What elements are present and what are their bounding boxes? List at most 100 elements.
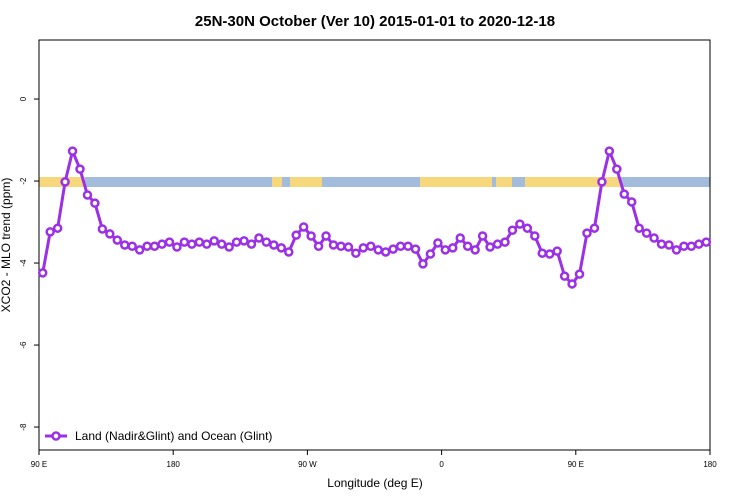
data-point bbox=[701, 237, 712, 247]
data-point bbox=[351, 248, 361, 258]
data-point bbox=[187, 239, 197, 249]
x-axis-label: Longitude (deg E) bbox=[327, 476, 422, 490]
x-tick-label: 90 E bbox=[31, 460, 47, 469]
data-point bbox=[119, 240, 130, 250]
x-tick-label: 0 bbox=[439, 460, 444, 469]
data-point bbox=[507, 225, 518, 235]
y-tick-label: -8 bbox=[19, 423, 28, 431]
data-point bbox=[671, 245, 682, 255]
data-point bbox=[194, 237, 205, 247]
data-point bbox=[112, 235, 123, 245]
data-point bbox=[142, 241, 152, 251]
data-point bbox=[75, 164, 85, 174]
y-tick-label: -4 bbox=[19, 259, 28, 267]
data-point bbox=[45, 227, 55, 237]
data-point bbox=[686, 241, 697, 251]
data-point bbox=[366, 241, 376, 251]
data-point bbox=[97, 224, 108, 234]
data-point bbox=[574, 269, 585, 279]
y-tick-label: -2 bbox=[19, 177, 28, 185]
x-tick-label: 90 W bbox=[298, 460, 317, 469]
data-point bbox=[261, 237, 272, 247]
data-point bbox=[254, 233, 264, 243]
data-point bbox=[582, 228, 592, 238]
data-point bbox=[157, 239, 167, 249]
data-point bbox=[298, 222, 309, 232]
data-point bbox=[321, 231, 331, 241]
data-point bbox=[470, 245, 480, 255]
chart-title: 25N-30N October (Ver 10) 2015-01-01 to 2… bbox=[195, 13, 555, 30]
data-point bbox=[589, 223, 600, 233]
data-point bbox=[224, 242, 234, 252]
data-point bbox=[634, 223, 644, 233]
series-line bbox=[41, 146, 707, 287]
y-tick-label: -6 bbox=[19, 341, 28, 349]
data-point bbox=[37, 268, 48, 278]
data-point bbox=[127, 241, 137, 251]
y-tick-label: 0 bbox=[19, 96, 28, 101]
data-point bbox=[164, 237, 175, 247]
data-point bbox=[269, 240, 279, 250]
data-point bbox=[462, 241, 473, 251]
data-point bbox=[522, 223, 533, 233]
data-point bbox=[105, 229, 115, 239]
data-point bbox=[380, 247, 391, 257]
data-point bbox=[149, 241, 160, 251]
data-point bbox=[440, 245, 451, 255]
data-point bbox=[328, 240, 339, 250]
data-point bbox=[313, 241, 324, 251]
data-point bbox=[134, 245, 145, 255]
data-point bbox=[82, 190, 93, 200]
data-point bbox=[179, 237, 190, 247]
data-point bbox=[336, 241, 346, 251]
data-point bbox=[403, 241, 413, 251]
data-point bbox=[52, 223, 63, 233]
data-point bbox=[567, 279, 577, 289]
data-point bbox=[388, 244, 398, 254]
data-point bbox=[619, 189, 630, 199]
data-point bbox=[485, 242, 495, 252]
data-point bbox=[679, 241, 689, 251]
data-point bbox=[425, 249, 436, 259]
data-point bbox=[649, 233, 659, 243]
data-point bbox=[418, 259, 428, 269]
data-point bbox=[597, 177, 607, 187]
data-point bbox=[537, 248, 547, 258]
data-point bbox=[231, 237, 242, 247]
data-point bbox=[358, 243, 369, 253]
data-point bbox=[559, 271, 570, 281]
x-tick-label: 180 bbox=[703, 460, 717, 469]
x-tick-label: 90 E bbox=[568, 460, 584, 469]
data-point bbox=[60, 177, 70, 187]
data-point bbox=[202, 239, 212, 249]
data-point bbox=[492, 239, 503, 249]
data-point bbox=[395, 241, 406, 251]
data-point bbox=[694, 239, 704, 249]
data-point bbox=[306, 231, 316, 241]
data-point bbox=[276, 243, 287, 253]
data-point bbox=[373, 245, 383, 255]
land-ocean-band bbox=[39, 177, 710, 187]
data-point bbox=[515, 219, 525, 229]
data-point bbox=[500, 237, 510, 247]
data-point bbox=[433, 238, 443, 248]
data-point bbox=[90, 198, 100, 208]
data-point bbox=[216, 239, 227, 249]
data-point bbox=[626, 197, 637, 207]
data-point bbox=[67, 146, 78, 156]
legend-marker bbox=[51, 431, 61, 441]
data-point bbox=[209, 236, 219, 246]
data-point bbox=[604, 146, 615, 156]
y-axis-label: XCO2 - MLO trend (ppm) bbox=[0, 178, 13, 313]
data-point bbox=[239, 236, 249, 246]
x-tick-label: 180 bbox=[167, 460, 181, 469]
data-point bbox=[530, 231, 540, 241]
data-point bbox=[172, 242, 182, 252]
data-point bbox=[410, 244, 421, 254]
legend-label: Land (Nadir&Glint) and Ocean (Glint) bbox=[75, 429, 272, 443]
data-point bbox=[552, 246, 562, 256]
data-point bbox=[544, 249, 555, 259]
data-point bbox=[291, 230, 301, 240]
data-point bbox=[246, 239, 257, 249]
